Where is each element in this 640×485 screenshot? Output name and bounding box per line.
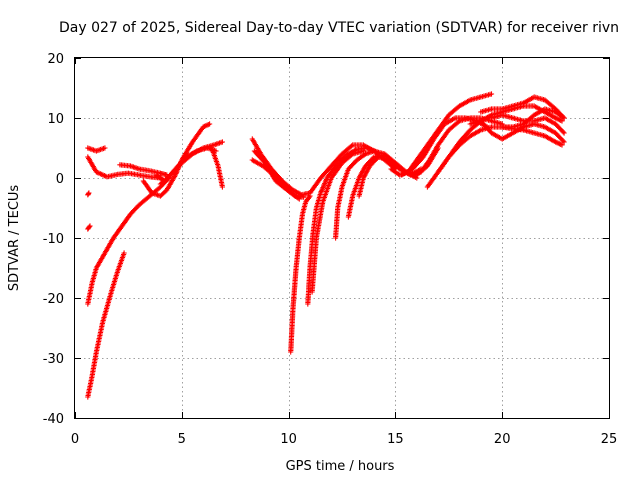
data-point xyxy=(360,148,366,154)
y-tick-label: -30 xyxy=(43,352,64,367)
data-marks xyxy=(85,91,567,400)
y-tick-labels: -40 -30 -20 -10 0 10 20 xyxy=(43,52,64,427)
data-point xyxy=(559,142,565,148)
y-axis-label: SDTVAR / TECUs xyxy=(7,185,22,292)
series-trace-28 xyxy=(478,94,567,121)
data-point xyxy=(121,250,127,256)
series-trace-12 xyxy=(249,136,313,198)
y-tick-label: 0 xyxy=(56,172,64,187)
data-point xyxy=(488,91,495,97)
data-point xyxy=(301,194,307,200)
series-trace-8 xyxy=(140,121,213,199)
series-trace-3 xyxy=(85,223,93,232)
y-tick-label: -20 xyxy=(43,292,64,307)
y-tick-label: 20 xyxy=(47,52,64,67)
data-point xyxy=(559,118,565,124)
data-point xyxy=(219,139,225,145)
data-point xyxy=(561,130,567,136)
series-trace-2 xyxy=(85,175,172,307)
series-trace-1 xyxy=(85,250,127,400)
y-tick-label: -40 xyxy=(43,412,64,427)
y-tick-label: 10 xyxy=(47,112,64,127)
data-point xyxy=(102,145,108,151)
data-point xyxy=(561,139,567,145)
series-trace-14 xyxy=(251,148,302,202)
data-point xyxy=(560,129,566,135)
x-axis-label: GPS time / hours xyxy=(286,459,395,474)
y-tick-label: -10 xyxy=(43,232,64,247)
x-tick-label: 15 xyxy=(387,432,404,447)
data-point xyxy=(560,138,566,144)
series-trace-24 xyxy=(409,115,505,178)
x-tick-label: 25 xyxy=(601,432,618,447)
data-point xyxy=(296,196,302,202)
series-trace-18 xyxy=(309,148,366,295)
data-point xyxy=(86,190,92,196)
x-tick-label: 0 xyxy=(71,432,79,447)
x-tick-label: 10 xyxy=(280,432,297,447)
x-tick-label: 5 xyxy=(178,432,186,447)
series-trace-6 xyxy=(85,154,163,181)
series-trace-30 xyxy=(499,106,567,130)
data-point xyxy=(207,121,213,127)
chart-title: Day 027 of 2025, Sidereal Day-to-day VTE… xyxy=(59,20,619,36)
x-tick-label: 20 xyxy=(494,432,511,447)
series-trace-4 xyxy=(85,190,92,198)
series-trace-15 xyxy=(288,193,313,355)
data-point xyxy=(86,224,92,230)
plot-frame xyxy=(74,57,610,419)
data-point xyxy=(87,223,93,229)
series-trace-26 xyxy=(435,103,565,175)
grid xyxy=(75,58,609,418)
data-point xyxy=(561,115,567,121)
axis-ticks xyxy=(75,58,610,419)
data-point xyxy=(219,184,225,190)
x-tick-labels: 0 5 10 15 20 25 xyxy=(71,432,617,447)
series-trace-5 xyxy=(85,145,108,154)
series-trace-27 xyxy=(467,118,567,145)
series-trace-11 xyxy=(209,145,225,190)
series-trace-10 xyxy=(157,139,225,187)
